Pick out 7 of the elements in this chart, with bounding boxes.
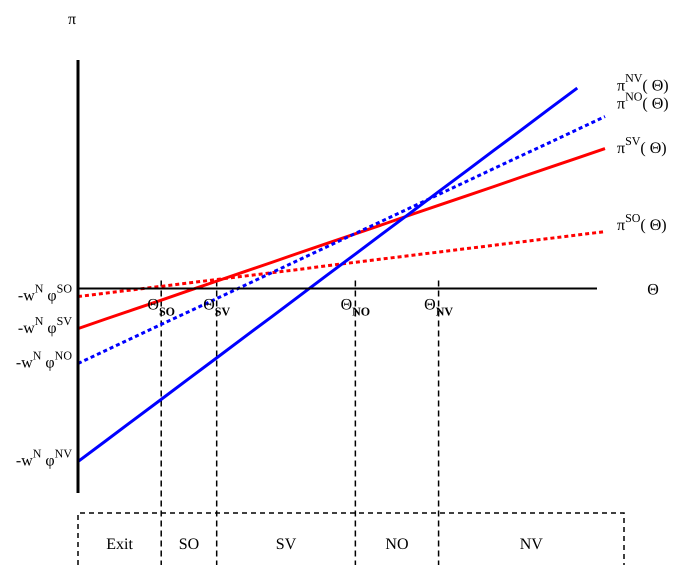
text: SO (178, 536, 200, 554)
text: Exit (106, 536, 134, 554)
text: SV (276, 536, 297, 554)
x-axis-title: Θ (647, 282, 659, 299)
text: NO (385, 536, 409, 554)
text: NV (520, 536, 544, 554)
y-axis-title: π (68, 11, 76, 28)
